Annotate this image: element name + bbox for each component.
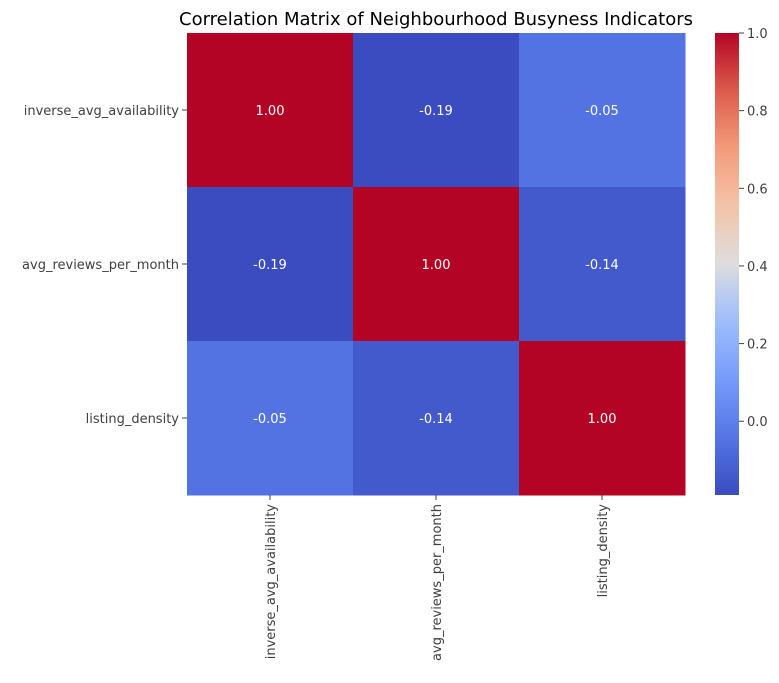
column-tick-label: inverse_avg_availability xyxy=(264,504,279,660)
colorbar-tick-label: 1.0 xyxy=(747,27,768,42)
colorbar-tick-label: 0.6 xyxy=(747,182,768,197)
heatmap-cell xyxy=(187,33,354,188)
row-tick-label: listing_density xyxy=(86,412,180,427)
colorbar-tick-label: 0.4 xyxy=(747,260,768,275)
colorbar-tick-label: 0.2 xyxy=(747,338,768,353)
colorbar-ticks: 0.0 0.2 0.4 0.6 0.8 1.0 xyxy=(739,27,768,430)
heatmap-cell xyxy=(519,187,686,342)
heatmap-cell xyxy=(519,341,686,496)
heatmap-cell xyxy=(353,33,520,188)
column-tick-label: listing_density xyxy=(596,504,611,598)
colorbar xyxy=(715,33,739,495)
column-tick-label: avg_reviews_per_month xyxy=(430,504,445,661)
heatmap-cell xyxy=(187,341,354,496)
cell-value-label: -0.05 xyxy=(585,104,619,119)
row-tick-labels: inverse_avg_availability avg_reviews_per_… xyxy=(22,104,187,427)
cell-value-label: 1.00 xyxy=(256,104,285,119)
cell-value-label: -0.05 xyxy=(253,412,287,427)
cell-value-label: 1.00 xyxy=(422,258,451,273)
column-tick-labels: inverse_avg_availability avg_reviews_per_… xyxy=(264,495,611,661)
heatmap-cell xyxy=(353,341,520,496)
cell-value-label: 1.00 xyxy=(588,412,617,427)
cell-value-label: -0.19 xyxy=(419,104,453,119)
row-tick-label: avg_reviews_per_month xyxy=(22,258,179,273)
heatmap-cell xyxy=(187,187,354,342)
chart-title: Correlation Matrix of Neighbourhood Busy… xyxy=(179,9,693,30)
row-tick-label: inverse_avg_availability xyxy=(24,104,180,119)
heatmap-cell xyxy=(353,187,520,342)
colorbar-tick-label: 0.0 xyxy=(747,415,768,430)
heatmap-cell-labels: 1.00 -0.19 -0.05 -0.19 1.00 -0.14 -0.05 -0.14 1.… xyxy=(253,104,619,427)
cell-value-label: -0.14 xyxy=(585,258,619,273)
heatmap-cells xyxy=(187,33,686,496)
cell-value-label: -0.14 xyxy=(419,412,453,427)
colorbar-tick-label: 0.8 xyxy=(747,105,768,120)
cell-value-label: -0.19 xyxy=(253,258,287,273)
heatmap-cell xyxy=(519,33,686,188)
